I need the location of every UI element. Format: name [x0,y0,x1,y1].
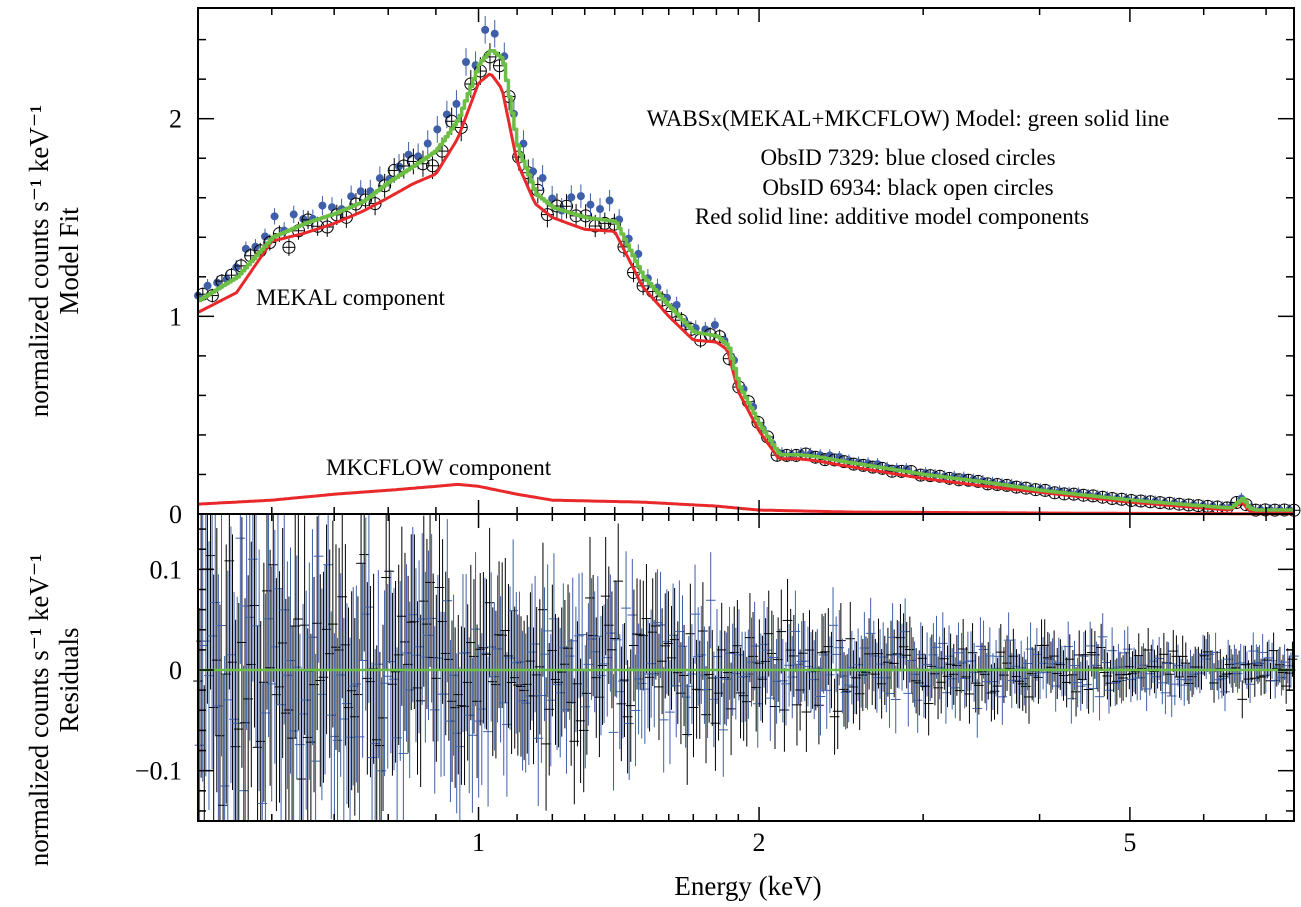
obs-7329-point [548,194,557,203]
obs-7329-point [462,57,471,66]
obs-7329-point [203,281,212,290]
annotation-obs2: ObsID 6934: black open circles [762,175,1053,200]
obs-7329-point [328,203,337,212]
obs-7329-point [404,150,413,159]
bottom-y-tick-label: 0 [169,656,182,685]
top-y-tick-label: 0 [169,500,182,529]
annotation-mkcflow: MKCFLOW component [326,455,552,480]
obs-7329-point [261,232,270,241]
obs-7329-point [452,99,461,108]
obs-7329-point [375,174,384,183]
obs-7329-point [232,263,241,272]
obs-7329-point [519,139,528,148]
obs-7329-point [672,300,681,309]
obs-7329-point [596,205,605,214]
tick-layer: 0 1 2 0.1 0 −0.1 1 2 5 [135,8,1294,857]
obs-7329-point [710,321,719,330]
obs-7329-point [395,162,404,171]
obs-7329-point [423,139,432,148]
obs-7329-point [433,125,442,134]
top-y-tick-label: 2 [169,105,182,134]
plot-layer [193,16,1301,822]
obs-7329-point [576,192,585,201]
obs-7329-point [538,174,547,183]
top-ylabel-line1: normalized counts s⁻¹ keV⁻¹ [24,105,54,417]
x-tick-label: 5 [1123,828,1136,857]
model-total-line [198,48,1294,512]
obs-7329-point [567,193,576,202]
top-ylabel-line2: Model Fit [54,207,84,315]
bottom-ylabel-line2: Residuals [54,628,84,733]
annotation-red: Red solid line: additive model component… [695,204,1089,229]
annotation-obs1: ObsID 7329: blue closed circles [760,145,1055,170]
obs-7329-point [605,196,614,205]
bottom-y-tick-label: −0.1 [135,757,182,786]
obs-7329-point [490,29,499,38]
obs-7329-point [701,325,710,334]
mekal-component-line [197,72,1294,514]
obs-7329-point [289,210,298,219]
obs-7329-point [318,201,327,210]
annotation-model: WABSx(MEKAL+MKCFLOW) Model: green solid … [647,106,1170,131]
top-y-tick-label: 1 [169,302,182,331]
bottom-y-tick-label: 0.1 [150,555,183,584]
x-tick-label: 2 [753,828,766,857]
top-panel-frame [197,7,1295,515]
obs-7329-point [347,192,356,201]
obs-7329-point [270,212,279,221]
obs-7329-point [586,200,595,209]
x-axis-title: Energy (keV) [674,871,821,901]
x-tick-label: 1 [472,828,485,857]
obs-7329-point [481,25,490,34]
obs-7329-point [356,187,365,196]
obs-7329-point [299,214,308,223]
bottom-ylabel-line1: normalized counts s⁻¹ keV⁻¹ [24,554,54,866]
bottom-panel-frame [197,513,1295,822]
annotation-mekal: MEKAL component [256,285,445,310]
